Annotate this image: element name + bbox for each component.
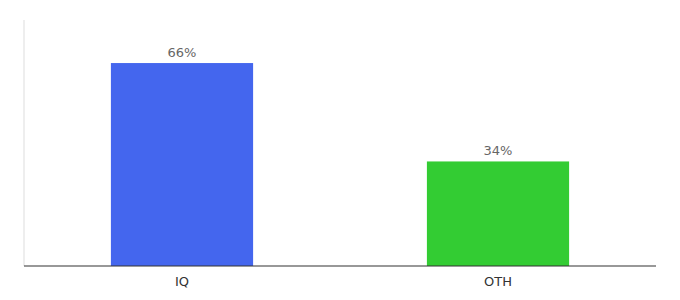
chart: 66% 34% IQ OTH <box>0 0 680 300</box>
bar <box>111 63 253 266</box>
data-label: 34% <box>484 143 513 158</box>
x-tick-label: OTH <box>484 274 512 289</box>
x-tick-label: IQ <box>175 274 189 289</box>
chart-container: 66% 34% IQ OTH <box>0 0 680 300</box>
bars <box>111 63 569 266</box>
bar <box>427 161 569 266</box>
y-axis-line <box>24 20 25 266</box>
data-label: 66% <box>168 45 197 60</box>
x-axis-line <box>24 265 656 266</box>
